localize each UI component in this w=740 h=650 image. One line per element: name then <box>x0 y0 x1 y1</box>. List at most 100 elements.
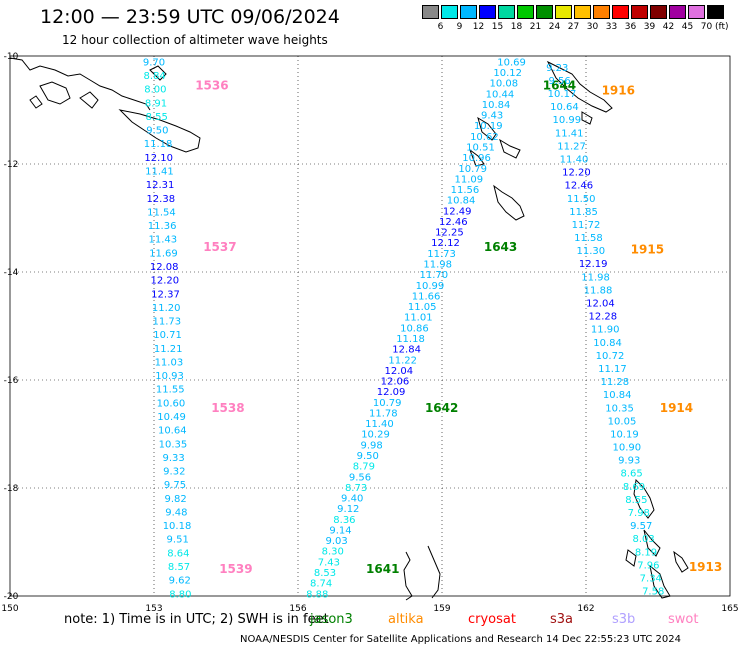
map-frame <box>9 55 731 597</box>
wave-height-value: 9.51 <box>167 535 189 546</box>
wave-height-value: 11.98 <box>581 272 610 283</box>
wave-height-value: 10.12 <box>493 68 522 79</box>
island-outline <box>633 478 655 519</box>
legend-label: 36 <box>624 22 637 32</box>
wave-height-value: 12.04 <box>586 299 615 310</box>
wave-height-value: 11.40 <box>560 154 589 165</box>
wave-height-value: 11.85 <box>569 207 598 218</box>
wave-height-value: 12.37 <box>151 289 180 300</box>
legend-label: 6 <box>437 22 444 32</box>
island-outline <box>649 564 671 599</box>
wave-height-value: 8.84 <box>144 71 166 82</box>
wave-height-value: 11.22 <box>388 355 417 366</box>
legend-swatch <box>707 5 724 19</box>
legend-swatch <box>517 5 534 19</box>
wave-height-value: 9.12 <box>337 504 359 515</box>
wave-height-value: 9.62 <box>169 576 191 587</box>
x-tick-label: 153 <box>145 604 162 614</box>
land-outlines <box>9 57 689 601</box>
wave-height-value: 12.06 <box>381 377 410 388</box>
wave-height-value: 10.99 <box>552 115 581 126</box>
wave-height-value: 10.84 <box>482 100 511 111</box>
wave-height-value: 8.53 <box>314 568 336 579</box>
wave-height-value: 10.35 <box>159 439 188 450</box>
wave-height-value: 12.38 <box>146 194 175 205</box>
wave-height-value: 11.73 <box>153 317 182 328</box>
wave-height-value: 11.55 <box>156 385 185 396</box>
wave-height-value: 11.78 <box>369 408 398 419</box>
wave-height-value: 8.55 <box>625 495 647 506</box>
legend-swatch <box>669 5 686 19</box>
island-outline <box>118 109 201 153</box>
map-grid <box>9 55 731 597</box>
legend-label: 39 <box>643 22 656 32</box>
x-tick-label: 150 <box>1 604 18 614</box>
wave-height-value: 10.51 <box>466 143 495 154</box>
wave-height-value: 7.58 <box>642 587 664 598</box>
wave-height-value: 11.18 <box>144 139 173 150</box>
legend-swatch <box>555 5 572 19</box>
wave-height-value: 11.69 <box>149 248 178 259</box>
pass-time-label: 1913 <box>689 560 722 574</box>
wave-height-value: 11.36 <box>148 221 177 232</box>
wave-height-value: 8.80 <box>169 589 191 600</box>
island-outline <box>581 111 593 125</box>
wave-height-value: 10.90 <box>612 443 641 454</box>
wave-height-value: 11.21 <box>154 344 183 355</box>
wave-height-value: 11.17 <box>598 364 627 375</box>
island-outline <box>673 550 689 573</box>
pass-time-label: 1914 <box>660 401 693 415</box>
wave-height-value: 11.54 <box>147 207 176 218</box>
satellite-key: jason3 altika cryosat s3a s3b swot <box>310 612 730 630</box>
wave-height-value: 10.84 <box>447 196 476 207</box>
y-tick-label: -18 <box>4 484 19 494</box>
wave-height-value: 11.05 <box>408 302 437 313</box>
legend-unit: (ft) <box>715 22 729 32</box>
wave-height-value: 11.01 <box>404 313 433 324</box>
wave-height-value: 12.12 <box>431 238 460 249</box>
wave-height-value: 12.20 <box>562 168 591 179</box>
wave-height-value: 8.73 <box>345 483 367 494</box>
wave-height-value: 9.56 <box>548 76 570 87</box>
satellite-label: s3b <box>612 612 636 627</box>
wave-height-value: 9.33 <box>162 453 184 464</box>
wave-height-value: 9.40 <box>341 494 363 505</box>
island-outline <box>625 549 637 567</box>
legend-label: 45 <box>681 22 694 32</box>
legend-swatch <box>498 5 515 19</box>
wave-height-value: 10.79 <box>373 398 402 409</box>
legend-swatch <box>479 5 496 19</box>
wave-height-value: 12.08 <box>150 262 179 273</box>
figure-note: note: 1) Time is in UTC; 2) SWH is in fe… <box>64 612 329 627</box>
wave-height-value: 7.98 <box>628 508 650 519</box>
x-tick-label: 156 <box>289 604 306 614</box>
island-outline <box>499 138 521 159</box>
legend-label: 18 <box>510 22 523 32</box>
island-outline <box>403 551 413 601</box>
wave-height-value: 10.17 <box>548 89 577 100</box>
wave-height-value: 12.04 <box>385 366 414 377</box>
wave-height-value: 7.43 <box>318 557 340 568</box>
wave-height-value: 10.19 <box>610 429 639 440</box>
pass-time-label: 1915 <box>631 242 664 256</box>
wave-height-value: 10.62 <box>470 132 499 143</box>
wave-height-value: 8.65 <box>620 469 642 480</box>
y-tick-label: -10 <box>4 52 19 62</box>
legend-label: 33 <box>605 22 618 32</box>
legend-label: 21 <box>529 22 542 32</box>
wave-height-value: 10.18 <box>163 521 192 532</box>
color-legend: 6 9 12 15 18 21 24 27 30 33 36 39 42 45 70 <box>422 5 728 41</box>
wave-height-value: 10.44 <box>486 89 515 100</box>
legend-swatch <box>631 5 648 19</box>
wave-height-value: 8.19 <box>635 547 657 558</box>
wave-height-value: 12.20 <box>151 276 180 287</box>
legend-label: 12 <box>472 22 485 32</box>
legend-swatch <box>650 5 667 19</box>
legend-label: 24 <box>548 22 561 32</box>
wave-height-value: 12.46 <box>564 181 593 192</box>
island-outline <box>149 65 167 81</box>
wave-height-value: 12.19 <box>579 259 608 270</box>
legend-swatch <box>422 5 439 19</box>
x-tick-label: 159 <box>433 604 450 614</box>
